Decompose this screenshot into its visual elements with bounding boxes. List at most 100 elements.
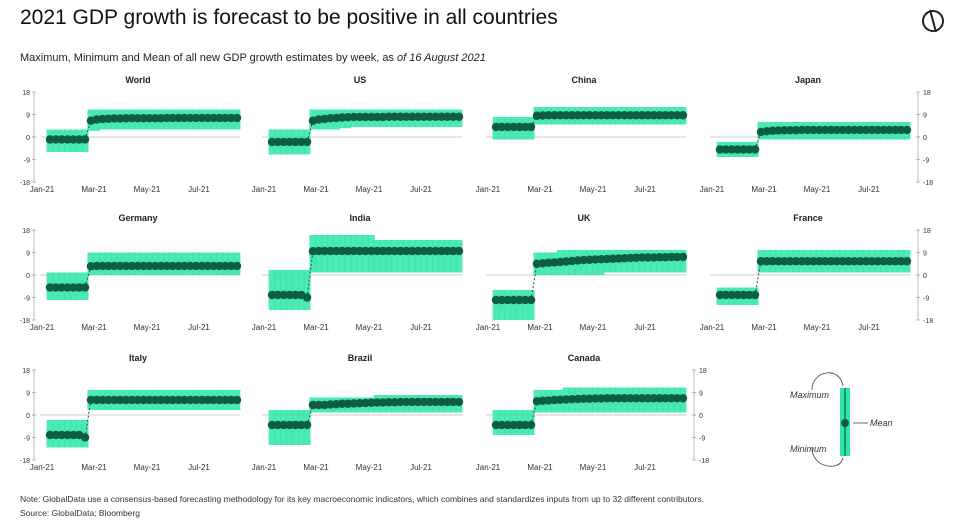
mean-point: [768, 257, 777, 266]
mean-point: [63, 283, 72, 292]
mean-point: [145, 114, 154, 123]
mean-point: [285, 290, 294, 300]
x-tick-label: Jul-21: [410, 185, 432, 194]
x-tick-label: Jan-21: [476, 463, 501, 472]
chart-title: Germany: [118, 213, 157, 223]
y-tick-label: 18: [923, 90, 931, 97]
mean-point: [509, 122, 518, 132]
x-tick-label: Mar-21: [527, 323, 553, 332]
mean-point: [891, 125, 900, 135]
mean-point: [139, 395, 148, 405]
mean-point: [526, 122, 536, 132]
mean-point: [408, 397, 417, 407]
x-tick-label: Mar-21: [751, 185, 777, 194]
mean-point: [197, 113, 207, 123]
mean-point: [349, 246, 359, 256]
legend-max-arrow: [811, 372, 844, 391]
mean-point: [556, 111, 565, 120]
mean-point: [509, 420, 518, 430]
mean-point: [75, 283, 84, 292]
mean-point: [372, 246, 382, 256]
mean-point: [273, 290, 283, 300]
mean-point: [497, 420, 507, 430]
mean-point: [343, 246, 353, 256]
mean-point: [162, 113, 172, 123]
mean-point: [454, 397, 464, 407]
y-tick-label: -18: [699, 458, 709, 465]
mean-point: [419, 112, 429, 121]
mean-point: [626, 111, 635, 120]
mean-point: [121, 261, 131, 271]
range-band: [443, 240, 451, 273]
mean-point: [215, 261, 224, 271]
mean-point: [285, 420, 294, 430]
y-tick-label: 18: [923, 228, 931, 235]
mean-point: [139, 114, 148, 123]
x-tick-label: Jan-21: [700, 185, 725, 194]
mean-point: [197, 395, 207, 405]
mean-point: [620, 394, 629, 403]
mean-point: [150, 395, 160, 405]
range-band: [673, 250, 681, 273]
x-tick-label: Mar-21: [303, 323, 329, 332]
mean-point: [419, 397, 429, 407]
mean-point: [384, 112, 394, 121]
mean-point: [221, 113, 230, 123]
y-tick-label: 0: [26, 273, 30, 280]
mean-point: [739, 145, 748, 154]
range-band: [432, 240, 440, 273]
mean-point: [896, 257, 906, 266]
jump-connector: [754, 261, 762, 296]
mean-point: [203, 395, 212, 405]
x-tick-label: Mar-21: [303, 185, 329, 194]
mean-point: [297, 137, 306, 147]
chart-subtitle: Maximum, Minimum and Mean of all new GDP…: [20, 52, 486, 64]
range-band: [286, 270, 293, 310]
chart-title: India: [349, 213, 371, 223]
mean-point: [367, 112, 376, 122]
mean-point: [349, 112, 359, 122]
mean-point: [419, 246, 429, 256]
mean-point: [727, 145, 736, 154]
mean-point: [448, 112, 458, 121]
chart-panel: US Jan-21 Mar-21 May-21 Jul-21: [252, 75, 464, 194]
x-tick-label: Jan-21: [476, 323, 501, 332]
mean-point: [162, 261, 172, 271]
mean-point: [632, 394, 641, 403]
mean-point: [443, 397, 452, 407]
mean-point: [215, 395, 224, 405]
mean-point: [820, 125, 830, 135]
chart-panel: Brazil Jan-21 Mar-21 May-21 Jul-21: [252, 353, 464, 472]
mean-point: [384, 398, 394, 407]
mean-point: [332, 246, 341, 256]
mean-point: [402, 397, 411, 407]
range-band: [402, 240, 410, 273]
mean-point: [425, 246, 434, 256]
mean-point: [739, 290, 748, 300]
mean-point: [437, 112, 446, 121]
x-tick-label: Mar-21: [81, 185, 107, 194]
mean-point: [902, 125, 912, 135]
mean-point: [267, 420, 277, 430]
mean-point: [396, 112, 405, 121]
mean-point: [885, 125, 894, 135]
x-tick-label: Jul-21: [410, 323, 432, 332]
mean-point: [69, 430, 78, 440]
range-band: [274, 270, 282, 310]
source-note: Source: GlobalData; Bloomberg: [20, 508, 141, 518]
mean-point: [408, 246, 417, 256]
x-tick-label: Mar-21: [527, 185, 553, 194]
mean-point: [614, 111, 623, 120]
mean-point: [110, 395, 119, 405]
chart-title: Canada: [568, 353, 602, 363]
chart-title: France: [793, 213, 823, 223]
chart-panel: India Jan-21 Mar-21 May-21 Jul-21: [252, 213, 464, 332]
mean-point: [390, 246, 399, 256]
mean-point: [762, 257, 771, 266]
x-tick-label: May-21: [804, 323, 831, 332]
mean-point: [372, 112, 382, 122]
mean-point: [820, 257, 830, 266]
mean-point: [448, 246, 458, 256]
mean-point: [815, 257, 824, 266]
mean-point: [168, 261, 177, 271]
